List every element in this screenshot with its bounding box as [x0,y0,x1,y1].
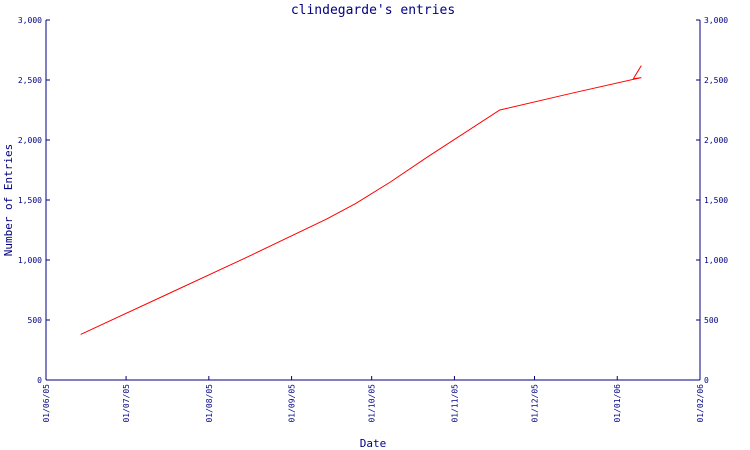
x-axis: 01/06/05 01/07/05 01/08/05 01/09/05 01/10/05… [42,376,705,423]
y-right-tick-label: 0 [704,376,709,385]
series-line [80,65,642,335]
chart-frame [45,20,701,381]
y-axis-title: Number of Entries [2,144,15,257]
x-tick-label: 01/11/05 [450,384,459,423]
x-tick-label: 01/07/05 [122,384,131,423]
x-axis-title: Date [360,437,387,450]
y-right-tick-label: 3,000 [704,16,728,25]
y-left-tick-label: 3,000 [18,16,42,25]
x-tick-label: 01/02/06 [696,384,705,423]
x-tick-label: 01/09/05 [288,384,297,423]
x-tick-label: 01/06/05 [42,384,51,423]
y-left-tick-label: 0 [37,376,42,385]
y-right-tick-label: 1,500 [704,196,728,205]
series-group [80,65,642,335]
x-tick-label: 01/08/05 [205,384,214,423]
y-left-tick-label: 2,500 [18,76,42,85]
y-left-tick-label: 500 [28,316,43,325]
y-right-tick-label: 500 [704,316,719,325]
y-right-tick-label: 1,000 [704,256,728,265]
x-tick-label: 01/12/05 [530,384,539,423]
y-axis-right: 0 500 1,000 1,500 2,000 2,500 3,000 [696,16,728,385]
y-left-tick-label: 1,500 [18,196,42,205]
y-axis-left: 0 500 1,000 1,500 2,000 2,500 3,000 [18,16,50,385]
chart-title: clindegarde's entries [291,3,455,18]
y-left-tick-label: 1,000 [18,256,42,265]
y-left-tick-label: 2,000 [18,136,42,145]
x-tick-label: 01/01/06 [613,384,622,423]
x-tick-label: 01/10/05 [368,384,377,423]
y-right-tick-label: 2,500 [704,76,728,85]
y-right-tick-label: 2,000 [704,136,728,145]
